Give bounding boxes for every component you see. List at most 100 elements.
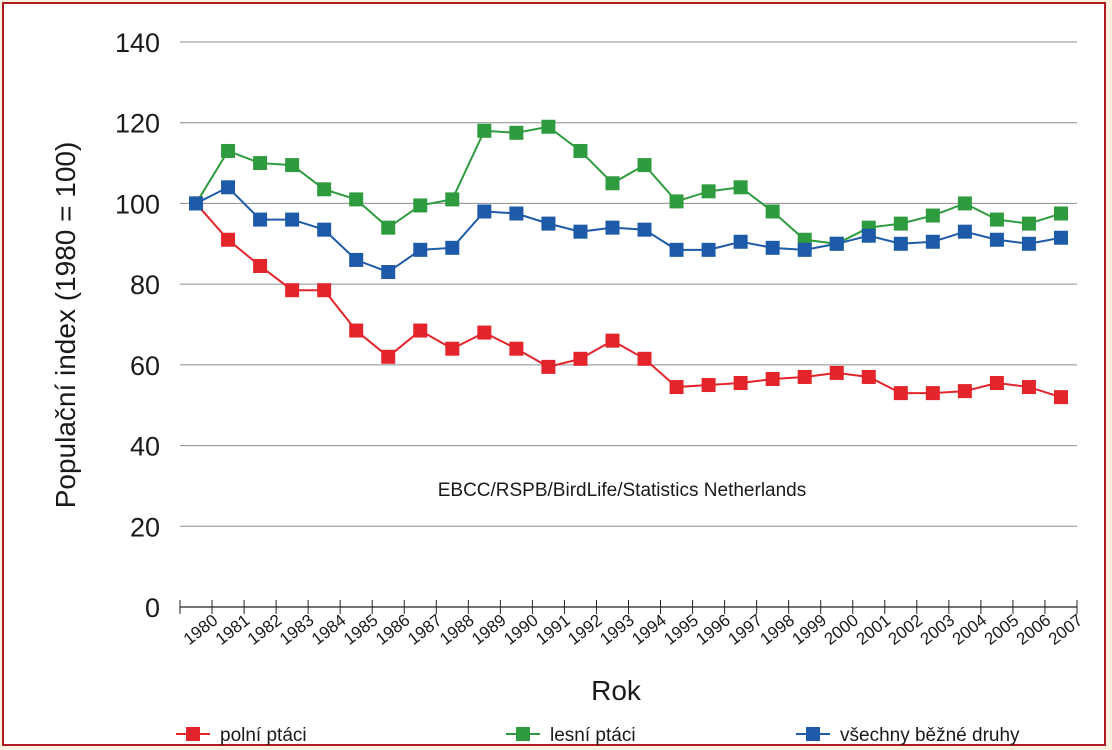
series-1-point-1983 — [285, 158, 300, 173]
series-0-point-1991 — [541, 359, 556, 374]
series-0-point-1983 — [285, 283, 300, 298]
series-layer — [189, 119, 1068, 405]
series-2-point-1983 — [285, 212, 300, 227]
x-tick-label-1980: 1980 — [180, 611, 222, 649]
series-0-point-1987 — [413, 323, 428, 338]
y-tick-label-140: 140 — [115, 28, 160, 58]
series-2-point-1981 — [221, 180, 236, 195]
series-2-line — [195, 186, 1062, 274]
series-1-point-1996 — [701, 184, 716, 199]
series-0-point-2000 — [829, 365, 844, 380]
series-0-point-1996 — [701, 378, 716, 393]
series-0-line — [195, 202, 1062, 399]
legend-label-2: všechny běžné druhy — [840, 725, 1020, 746]
series-2-point-1992 — [573, 224, 588, 239]
legend-swatch-marker — [186, 727, 200, 741]
x-tick-label-1995: 1995 — [660, 611, 702, 649]
series-2-point-1989 — [477, 204, 492, 219]
x-tick-label-2000: 2000 — [821, 611, 863, 649]
series-1-point-2006 — [1021, 216, 1036, 231]
series-2-point-1993 — [605, 220, 620, 235]
y-tick-label-0: 0 — [145, 593, 160, 623]
series-2-point-1985 — [349, 252, 364, 267]
series-0-point-2005 — [989, 376, 1004, 391]
series-1-point-2007 — [1053, 206, 1068, 221]
x-tick-label-1988: 1988 — [436, 611, 478, 649]
series-0 — [189, 196, 1068, 405]
legend-item-0: polní ptáci — [176, 725, 307, 746]
series-2 — [189, 180, 1068, 280]
series-0-point-1988 — [445, 341, 460, 356]
series-2-point-1994 — [637, 222, 652, 237]
source-annotation: EBCC/RSPB/BirdLife/Statistics Netherland… — [438, 480, 807, 501]
series-2-point-1998 — [765, 240, 780, 255]
series-1-point-1989 — [477, 123, 492, 138]
y-tick-label-120: 120 — [115, 109, 160, 139]
series-0-point-1999 — [797, 369, 812, 384]
series-2-point-2006 — [1021, 236, 1036, 251]
x-axis: 1980198119821983198419851986198719881989… — [179, 600, 1087, 649]
x-tick-label-1989: 1989 — [468, 611, 510, 649]
series-0-point-1984 — [317, 283, 332, 298]
x-tick-label-1992: 1992 — [564, 611, 606, 649]
series-1-point-2003 — [925, 208, 940, 223]
legend: polní ptáci lesní ptáci všechny běžné druh… — [176, 725, 1020, 746]
series-2-point-2007 — [1053, 230, 1068, 245]
series-1-point-1986 — [381, 220, 396, 235]
x-tick-label-1991: 1991 — [532, 611, 574, 649]
series-2-point-1997 — [733, 234, 748, 249]
x-tick-label-1985: 1985 — [340, 611, 382, 649]
series-0-point-2003 — [925, 386, 940, 401]
y-tick-label-80: 80 — [130, 270, 160, 300]
series-1-point-1997 — [733, 180, 748, 195]
series-2-point-1990 — [509, 206, 524, 221]
x-tick-label-1990: 1990 — [500, 611, 542, 649]
series-0-point-1992 — [573, 351, 588, 366]
x-tick-label-2005: 2005 — [981, 611, 1023, 649]
series-0-point-1998 — [765, 371, 780, 386]
series-0-point-2002 — [893, 386, 908, 401]
series-0-point-2004 — [957, 384, 972, 399]
series-2-point-1984 — [317, 222, 332, 237]
x-tick-label-1997: 1997 — [724, 611, 766, 649]
x-tick-label-1993: 1993 — [596, 611, 638, 649]
series-2-point-2004 — [957, 224, 972, 239]
x-tick-label-1987: 1987 — [404, 611, 446, 649]
x-tick-label-2003: 2003 — [917, 611, 959, 649]
legend-item-1: lesní ptáci — [506, 725, 636, 746]
y-tick-label-100: 100 — [115, 189, 160, 219]
series-1-point-1982 — [253, 156, 268, 171]
y-axis-title: Populační index (1980 = 100) — [50, 142, 81, 509]
series-1-point-1990 — [509, 125, 524, 140]
series-0-point-1985 — [349, 323, 364, 338]
legend-swatch-marker — [806, 727, 820, 741]
series-2-point-1986 — [381, 265, 396, 280]
series-0-point-1986 — [381, 349, 396, 364]
x-tick-label-2007: 2007 — [1045, 611, 1087, 649]
series-2-point-2003 — [925, 234, 940, 249]
x-tick-label-2001: 2001 — [853, 611, 895, 649]
x-axis-title: Rok — [591, 675, 642, 706]
series-0-point-2001 — [861, 369, 876, 384]
series-1-point-1985 — [349, 192, 364, 207]
series-0-point-1982 — [253, 258, 268, 273]
series-0-point-1981 — [221, 232, 236, 247]
series-1-point-1994 — [637, 158, 652, 173]
series-2-point-1987 — [413, 242, 428, 257]
series-2-point-1991 — [541, 216, 556, 231]
series-1-point-1995 — [669, 194, 684, 209]
series-2-point-1996 — [701, 242, 716, 257]
series-2-point-2002 — [893, 236, 908, 251]
series-1-point-1987 — [413, 198, 428, 213]
legend-item-2: všechny běžné druhy — [796, 725, 1020, 746]
x-tick-label-1999: 1999 — [789, 611, 831, 649]
legend-label-0: polní ptáci — [220, 725, 307, 746]
series-0-point-1990 — [509, 341, 524, 356]
series-1-point-2004 — [957, 196, 972, 211]
legend-swatch-marker — [516, 727, 530, 741]
x-tick-label-1986: 1986 — [372, 611, 414, 649]
series-2-point-1999 — [797, 242, 812, 257]
x-tick-label-1994: 1994 — [628, 611, 670, 649]
series-2-point-2005 — [989, 232, 1004, 247]
x-tick-label-2002: 2002 — [885, 611, 927, 649]
